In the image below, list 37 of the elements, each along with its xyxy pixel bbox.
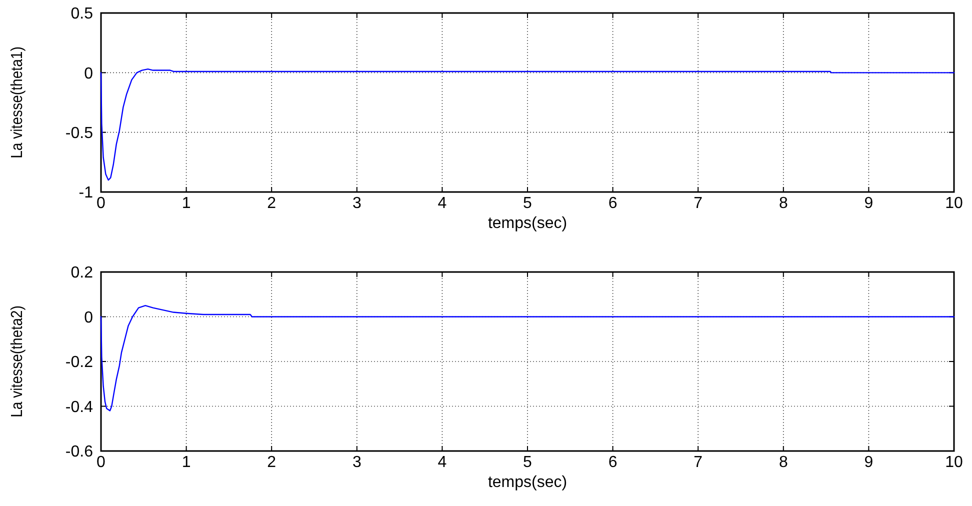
x-tick-label: 10 bbox=[945, 195, 963, 212]
y-axis-title: La vitesse(theta1) bbox=[8, 46, 26, 158]
y-tick-label: 0 bbox=[84, 65, 94, 82]
x-tick-label: 8 bbox=[778, 195, 788, 212]
x-tick-label: 1 bbox=[182, 195, 191, 212]
line-series bbox=[100, 304, 955, 412]
x-tick-label: 1 bbox=[182, 454, 191, 471]
y-tick-label: 0 bbox=[84, 309, 94, 326]
x-tick-label: 8 bbox=[778, 454, 788, 471]
x-tick-label: 10 bbox=[945, 454, 963, 471]
x-tick-label: 6 bbox=[608, 454, 618, 471]
x-tick-label: 3 bbox=[352, 195, 362, 212]
x-tick-label: 5 bbox=[523, 195, 532, 212]
x-tick-label: 4 bbox=[438, 454, 447, 471]
y-tick-label: -1 bbox=[78, 184, 94, 202]
y-axis-title: La vitesse(theta2) bbox=[8, 306, 26, 418]
x-axis-title: temps(sec) bbox=[488, 474, 568, 491]
x-tick-label: 0 bbox=[96, 454, 106, 471]
x-tick-label: 9 bbox=[864, 195, 874, 212]
y-tick-label: -0.2 bbox=[65, 354, 94, 372]
y-tick-label: -0.6 bbox=[65, 444, 94, 461]
x-tick-label: 4 bbox=[438, 195, 447, 212]
y-tick-label: -0.4 bbox=[65, 398, 94, 416]
x-tick-label: 0 bbox=[96, 195, 106, 212]
y-tick-label: 0.2 bbox=[70, 264, 94, 282]
y-tick-label: -0.5 bbox=[65, 124, 94, 142]
x-tick-label: 2 bbox=[267, 454, 276, 471]
line-series bbox=[100, 68, 955, 181]
x-tick-label: 7 bbox=[694, 195, 703, 212]
x-tick-label: 7 bbox=[694, 454, 703, 471]
x-tick-label: 9 bbox=[864, 454, 874, 471]
x-tick-label: 2 bbox=[267, 195, 276, 212]
x-axis-title: temps(sec) bbox=[488, 215, 568, 232]
x-tick-label: 6 bbox=[608, 195, 618, 212]
x-tick-label: 3 bbox=[352, 454, 362, 471]
x-tick-label: 5 bbox=[523, 454, 532, 471]
y-tick-label: 0.5 bbox=[70, 6, 94, 23]
